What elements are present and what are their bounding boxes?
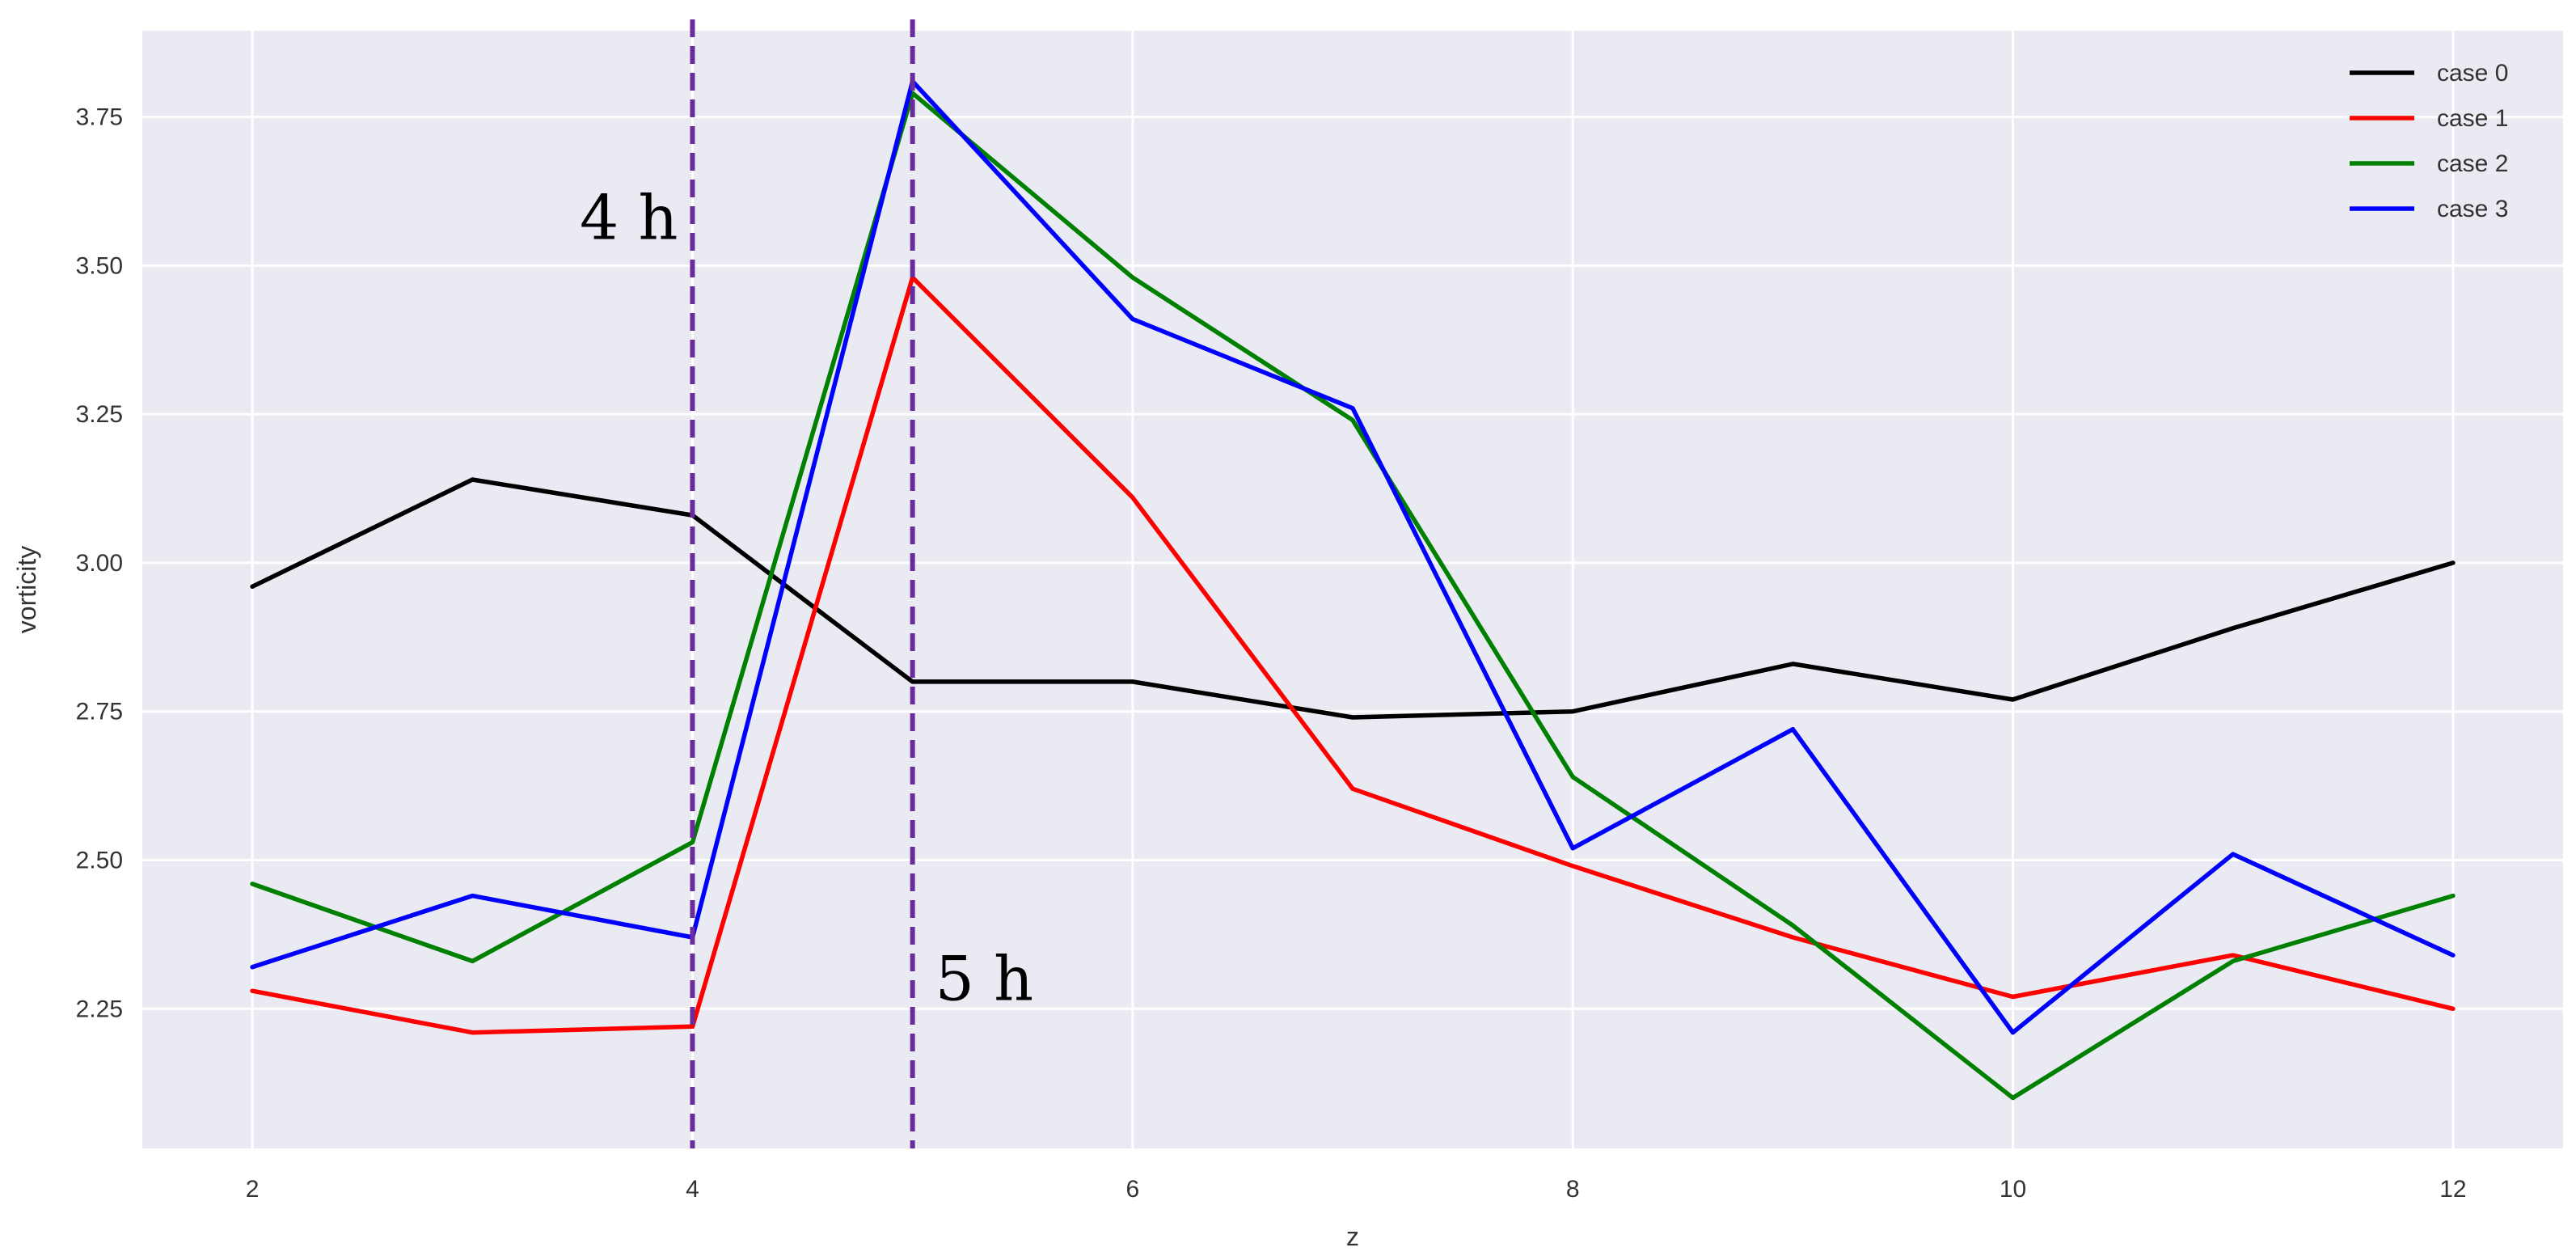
series-line-case-3	[250, 78, 2456, 1035]
series-line-case-2	[250, 91, 2456, 1101]
y-tick-label: 2.75	[76, 699, 123, 725]
legend-label: case 1	[2437, 105, 2508, 132]
x-tick-labels: 2 4 6 8 10 12	[246, 1176, 2467, 1203]
y-tick-label: 3.75	[76, 104, 123, 131]
x-tick-label: 10	[2000, 1176, 2026, 1203]
y-tick-label: 2.50	[76, 847, 123, 873]
plot-background	[142, 31, 2563, 1148]
legend-label: case 0	[2437, 60, 2508, 87]
x-tick-label: 4	[686, 1176, 699, 1203]
series-line-case-0	[250, 477, 2456, 720]
x-tick-label: 12	[2439, 1176, 2466, 1203]
x-axis-label: z	[1346, 1222, 1359, 1251]
legend: case 0 case 1 case 2 case 3	[2350, 60, 2508, 222]
x-tick-label: 6	[1125, 1176, 1139, 1203]
y-tick-labels: 2.25 2.50 2.75 3.00 3.25 3.50 3.75	[76, 104, 123, 1023]
x-tick-label: 2	[246, 1176, 260, 1203]
legend-label: case 3	[2437, 196, 2508, 222]
series-lines	[250, 78, 2456, 1101]
series-line-case-1	[250, 275, 2456, 1035]
y-tick-label: 3.25	[76, 401, 123, 428]
vertical-markers: 4 h 5 h	[580, 19, 1033, 1148]
y-tick-label: 3.00	[76, 550, 123, 577]
vline-label-0: 4 h	[580, 182, 678, 254]
y-tick-label: 3.50	[76, 252, 123, 279]
y-axis-label: vorticity	[12, 546, 41, 633]
y-tick-label: 2.25	[76, 996, 123, 1022]
vline-label-1: 5 h	[935, 942, 1033, 1014]
x-tick-label: 8	[1566, 1176, 1580, 1203]
legend-label: case 2	[2437, 150, 2508, 177]
